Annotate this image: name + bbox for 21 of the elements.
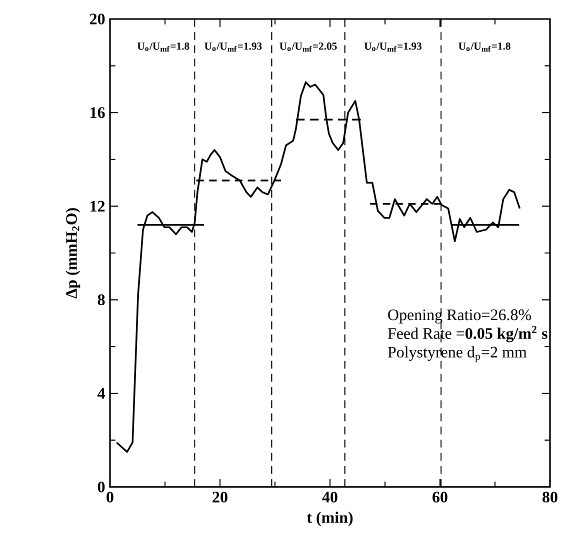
annotation: U$_{o}$/U$_{mf}$=1.93 — [204, 42, 262, 52]
annotation: U$_{o}$/U$_{mf}$=1.93 — [364, 42, 422, 52]
x-tick-label: 80 — [542, 492, 558, 502]
x-axis-title: t (min) — [306, 512, 353, 526]
y-tick-label: 4 — [98, 388, 105, 399]
y-tick-label: 0 — [98, 482, 105, 492]
annotation: U$_{o}$/U$_{mf}$=1.8 — [458, 42, 510, 52]
annotation: U$_{o}$/U$_{mf}$=2.05 — [280, 42, 337, 52]
y-tick-label: 12 — [90, 200, 105, 212]
y-axis-title: Δp (mmH$_{2}$O) — [66, 208, 80, 298]
x-tick-label: 0 — [106, 492, 114, 502]
annotation: Opening Ratio=26.8% — [388, 309, 532, 324]
x-tick-label: 40 — [322, 492, 338, 502]
x-tick-label: 60 — [432, 492, 448, 502]
y-tick-label: 20 — [90, 14, 105, 24]
annotation: U$_{o}$/U$_{mf}$=1.8 — [137, 42, 190, 52]
text: Feed Rate =0.05 kg/m$^{2}$ s — [388, 326, 548, 342]
y-tick-label: 16 — [90, 107, 105, 118]
y-tick-label: 8 — [98, 294, 105, 306]
annotation: Polystyrene d$_{p}$=2 mm — [388, 346, 527, 362]
x-tick-label: 20 — [212, 492, 228, 502]
